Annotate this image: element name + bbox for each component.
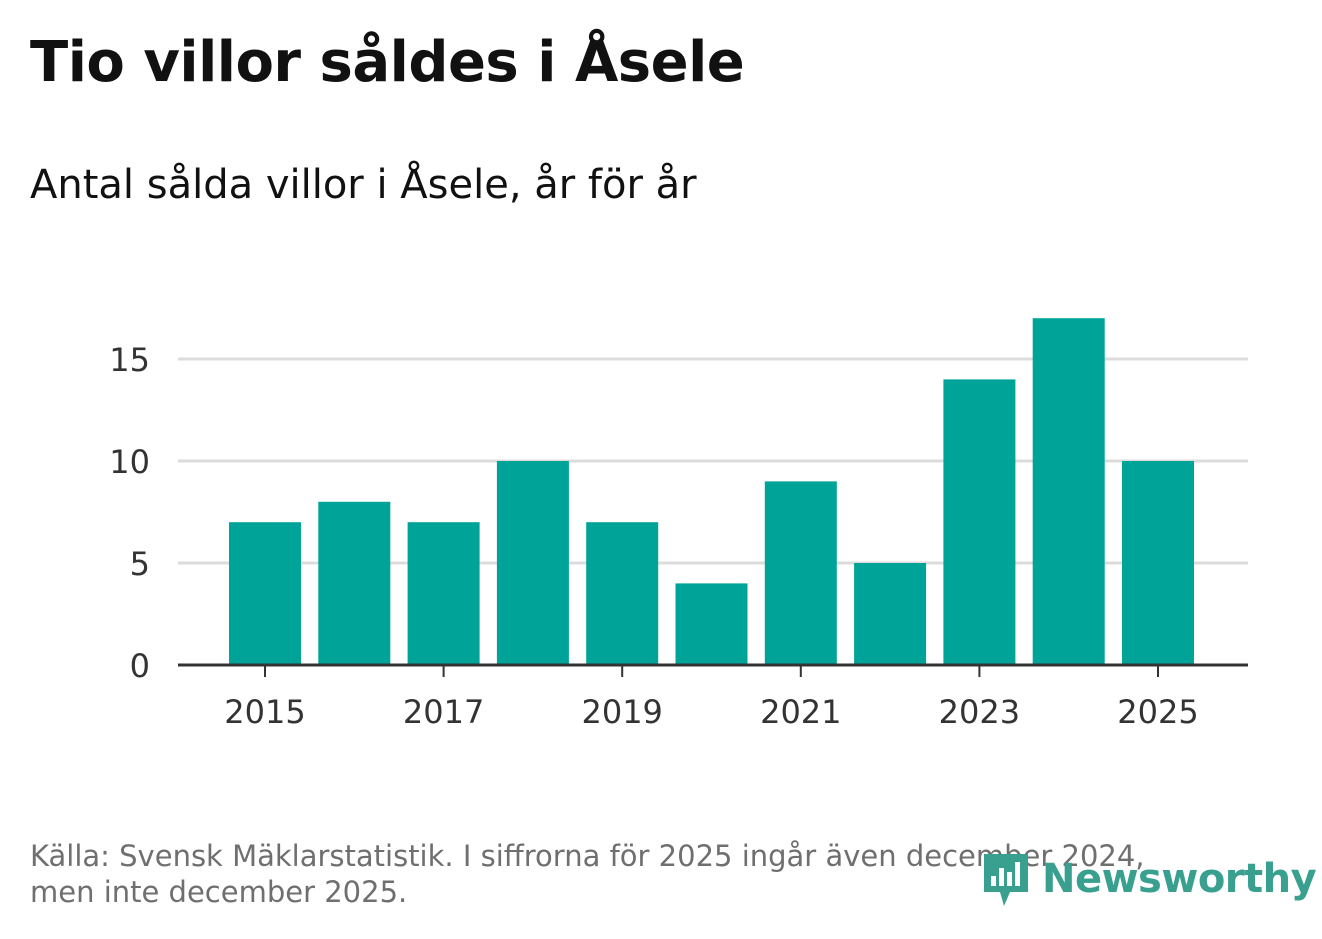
x-tick-label-2023: 2023 bbox=[939, 693, 1020, 731]
y-tick-label-0: 0 bbox=[130, 647, 150, 685]
newsworthy-chart-icon bbox=[984, 854, 1028, 906]
logo-text: Newsworthy bbox=[1042, 856, 1317, 902]
bar-2024: 2024: 17 bbox=[1032, 318, 1105, 665]
bar-2017: 2017: 7 bbox=[407, 522, 480, 665]
x-tick-label-2017: 2017 bbox=[403, 693, 484, 731]
source-note-line-1: Källa: Svensk Mäklarstatistik. I siffror… bbox=[30, 839, 1145, 873]
bar-2025: 2025: 10 bbox=[1122, 461, 1194, 665]
bars: 2015: 72016: 82017: 72018: 102019: 72020… bbox=[229, 318, 1194, 665]
bar-2015: 2015: 7 bbox=[229, 522, 301, 665]
bar-2022: 2022: 5 bbox=[854, 563, 927, 665]
bar-2023: 2023: 14 bbox=[943, 379, 1016, 665]
newsworthy-logo: Newsworthy bbox=[980, 848, 1317, 910]
x-tick-label-2021: 2021 bbox=[760, 693, 841, 731]
x-tick-label-2015: 2015 bbox=[224, 693, 305, 731]
chart-title: Tio villor såldes i Åsele bbox=[30, 30, 745, 95]
y-tick-label-10: 10 bbox=[109, 443, 150, 481]
axes: 0 5 10 15 2015 2017 2019 2021 2023 2025 bbox=[109, 341, 1248, 731]
source-note: Källa: Svensk Mäklarstatistik. I siffror… bbox=[30, 838, 1230, 910]
bar-2019: 2019: 7 bbox=[586, 522, 659, 665]
bar-2018: 2018: 10 bbox=[496, 461, 569, 665]
y-tick-label-5: 5 bbox=[130, 545, 150, 583]
x-tick-label-2025: 2025 bbox=[1117, 693, 1198, 731]
y-tick-label-15: 15 bbox=[109, 341, 150, 379]
bar-2021: 2021: 9 bbox=[764, 481, 837, 665]
x-tick-label-2019: 2019 bbox=[581, 693, 662, 731]
bar-2020: 2020: 4 bbox=[675, 583, 748, 665]
chart-subtitle: Antal sålda villor i Åsele, år för år bbox=[30, 162, 697, 208]
source-note-line-2: men inte december 2025. bbox=[30, 875, 408, 909]
bar-2016: 2016: 8 bbox=[318, 501, 391, 665]
